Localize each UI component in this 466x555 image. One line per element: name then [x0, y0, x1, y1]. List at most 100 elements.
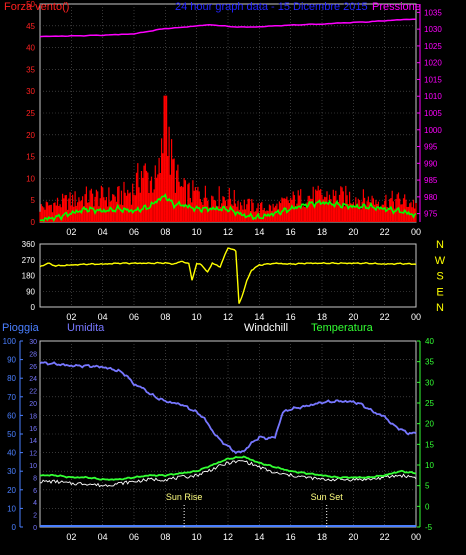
y-tick-label: 12	[29, 451, 37, 458]
y-tick-label: 4	[33, 500, 37, 507]
y-tick-label: 975	[424, 210, 438, 219]
wind-direction-series	[39, 247, 417, 304]
wind-chart-series	[39, 18, 417, 223]
x-tick-label: 08	[160, 532, 170, 542]
windchill-series	[40, 460, 417, 488]
y-tick-label: -5	[425, 523, 433, 532]
y-tick-label: 0	[425, 502, 430, 511]
x-tick-label: 18	[317, 532, 327, 542]
x-tick-label: 16	[286, 312, 296, 322]
x-tick-label: 22	[380, 532, 390, 542]
pressure-axis-title: Pressione	[372, 1, 421, 13]
y-tick-label: 15	[425, 440, 434, 449]
y-tick-label: 20	[7, 486, 16, 495]
y-tick-label: 35	[26, 65, 35, 74]
y-tick-label: 30	[7, 467, 16, 476]
climate-chart-grid	[39, 340, 417, 528]
sun-marker-label: Sun Rise	[166, 492, 203, 502]
y-tick-label: 50	[7, 430, 16, 439]
x-tick-label: 12	[223, 312, 233, 322]
y-tick-label: 45	[26, 22, 35, 31]
y-tick-label: 18	[29, 413, 37, 420]
x-tick-label: 10	[192, 532, 202, 542]
x-tick-label: 20	[348, 227, 358, 237]
y-tick-label: 30	[425, 378, 434, 387]
x-tick-label: 02	[66, 227, 76, 237]
x-tick-label: 14	[254, 532, 264, 542]
y-tick-label: 14	[29, 438, 37, 445]
x-tick-label: 14	[254, 227, 264, 237]
y-tick-label: 20	[425, 420, 434, 429]
wind-chart-labels: 02 04 06 08 10 12 14 16 18 20 22 000510152025303540…	[26, 0, 442, 237]
temperature-axis-title: Temperatura	[311, 322, 374, 334]
y-tick-label: 22	[29, 389, 37, 396]
y-tick-label: 0	[31, 218, 36, 227]
y-tick-label: 26	[29, 364, 37, 371]
compass-label: W	[435, 255, 446, 267]
x-tick-label: 12	[223, 227, 233, 237]
y-tick-label: 70	[7, 393, 16, 402]
y-tick-label: 0	[33, 525, 37, 532]
y-tick-label: 270	[22, 256, 36, 265]
x-tick-label: 00	[411, 532, 421, 542]
y-tick-label: 1025	[424, 42, 442, 51]
y-tick-label: 1015	[424, 75, 442, 84]
y-tick-label: 40	[7, 449, 16, 458]
x-tick-label: 02	[66, 312, 76, 322]
y-tick-label: 24	[29, 376, 37, 383]
sun-marker-label: Sun Set	[311, 492, 344, 502]
y-tick-label: 360	[22, 240, 36, 249]
x-tick-label: 16	[286, 227, 296, 237]
x-tick-label: 00	[411, 227, 421, 237]
climate-chart-series	[39, 361, 417, 527]
climate-chart-labels: 02 04 06 08 10 12 14 16 18 20 22 000102030405060708…	[3, 337, 435, 542]
x-tick-label: 18	[317, 312, 327, 322]
compass-label: E	[436, 286, 443, 298]
y-tick-label: 1000	[424, 126, 442, 135]
y-tick-label: 180	[22, 272, 36, 281]
y-tick-label: 60	[7, 411, 16, 420]
y-tick-label: 16	[29, 426, 37, 433]
y-tick-label: 20	[26, 131, 35, 140]
y-tick-label: 1005	[424, 109, 442, 118]
windchill-axis-title: Windchill	[244, 322, 288, 334]
humidity-series	[39, 361, 417, 455]
y-tick-label: 80	[7, 374, 16, 383]
gust-series	[39, 95, 417, 222]
y-tick-label: 1020	[424, 59, 442, 68]
x-tick-label: 08	[160, 227, 170, 237]
rain-axis-title: Pioggia	[2, 322, 40, 334]
compass-label: S	[436, 271, 443, 283]
y-tick-label: 10	[29, 463, 37, 470]
wind-axis-title: Forza vento()	[4, 1, 69, 13]
x-tick-label: 04	[98, 532, 108, 542]
x-tick-label: 06	[129, 227, 139, 237]
x-tick-label: 16	[286, 532, 296, 542]
wind-chart-grid	[39, 3, 417, 223]
y-tick-label: 0	[12, 523, 17, 532]
y-tick-label: 990	[424, 159, 438, 168]
x-tick-label: 08	[160, 312, 170, 322]
y-tick-label: 985	[424, 176, 438, 185]
pressure-series	[39, 18, 417, 38]
x-tick-label: 22	[380, 312, 390, 322]
compass-label: N	[436, 239, 444, 251]
y-tick-label: 10	[425, 461, 434, 470]
x-tick-label: 00	[411, 312, 421, 322]
humidity-axis-title: Umidita	[67, 322, 105, 334]
chart-title: 24 hour graph data - 15 Dicembre 2015	[175, 1, 368, 13]
y-tick-label: 15	[26, 153, 35, 162]
y-tick-label: 995	[424, 143, 438, 152]
y-tick-label: 35	[425, 358, 434, 367]
x-tick-label: 22	[380, 227, 390, 237]
y-tick-label: 40	[425, 337, 434, 346]
wind-speed-series	[39, 193, 417, 223]
y-tick-label: 5	[425, 482, 430, 491]
y-tick-label: 1035	[424, 8, 442, 17]
y-tick-label: 28	[29, 351, 37, 358]
x-tick-label: 06	[129, 532, 139, 542]
direction-chart-series	[39, 247, 417, 304]
y-tick-label: 1030	[424, 25, 442, 34]
y-tick-label: 30	[26, 87, 35, 96]
